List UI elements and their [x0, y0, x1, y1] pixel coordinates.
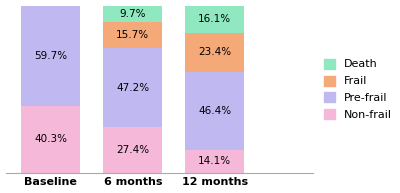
- Bar: [21, 106, 80, 173]
- Bar: [185, 72, 244, 150]
- Text: 9.7%: 9.7%: [120, 9, 146, 19]
- Text: 15.7%: 15.7%: [116, 30, 149, 40]
- Text: 16.1%: 16.1%: [198, 14, 232, 24]
- Bar: [103, 127, 162, 173]
- Text: 14.1%: 14.1%: [198, 157, 232, 166]
- Bar: [185, 33, 244, 72]
- Bar: [103, 22, 162, 48]
- Text: 23.4%: 23.4%: [198, 47, 232, 57]
- Bar: [103, 48, 162, 127]
- Text: 40.3%: 40.3%: [34, 135, 67, 145]
- Bar: [185, 150, 244, 173]
- Text: 27.4%: 27.4%: [116, 145, 149, 155]
- Text: 47.2%: 47.2%: [116, 83, 149, 93]
- Bar: [21, 6, 80, 106]
- Bar: [185, 6, 244, 33]
- Text: 59.7%: 59.7%: [34, 51, 67, 61]
- Bar: [103, 6, 162, 22]
- Legend: Death, Frail, Pre-frail, Non-frail: Death, Frail, Pre-frail, Non-frail: [322, 57, 394, 122]
- Text: 46.4%: 46.4%: [198, 106, 232, 116]
